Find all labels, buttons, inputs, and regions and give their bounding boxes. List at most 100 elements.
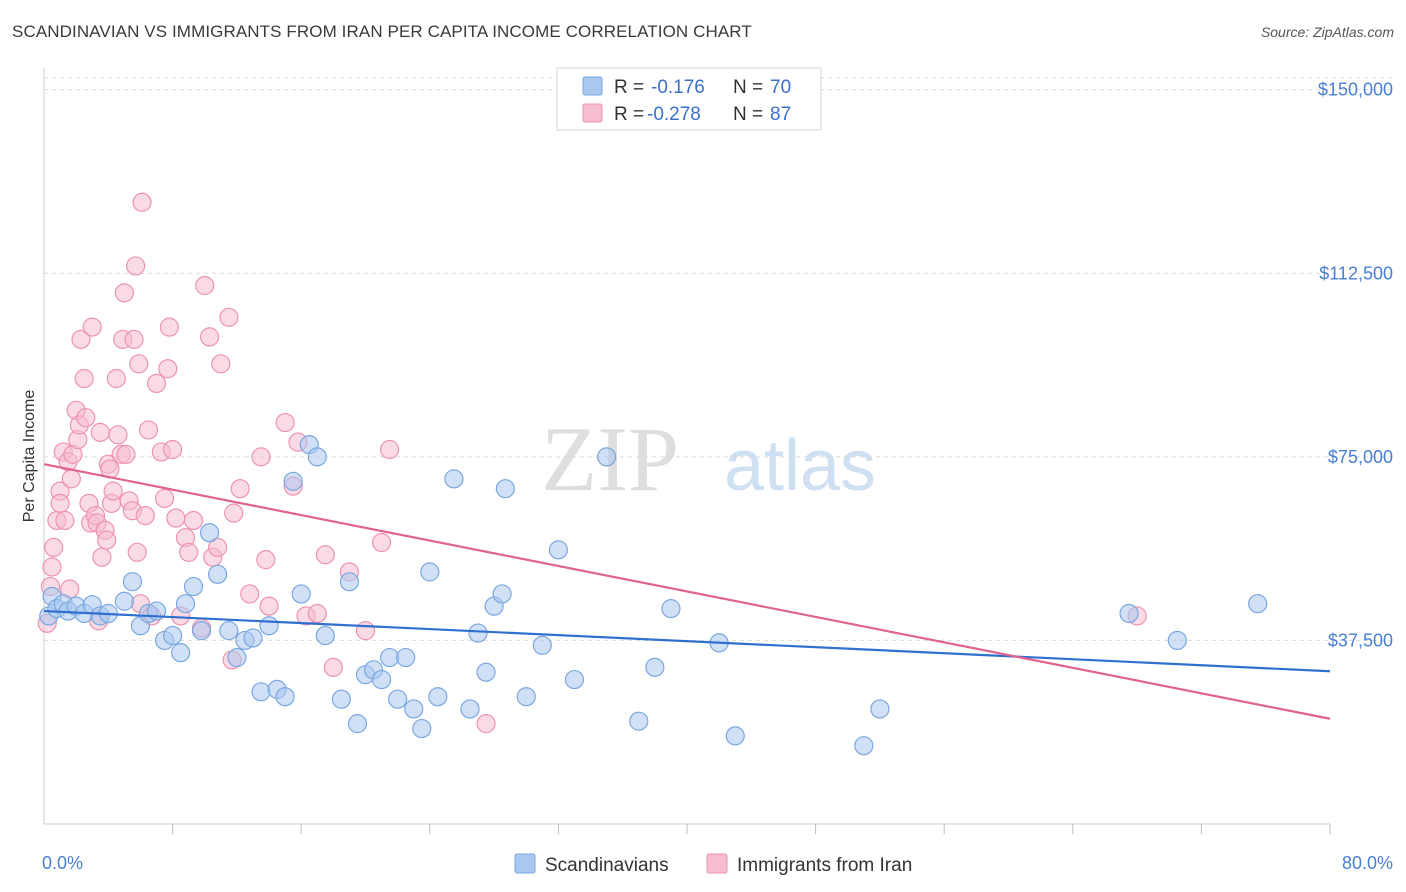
x-tick-labels: 0.0% 80.0%: [42, 853, 1393, 873]
point-iran-17: [74, 368, 94, 389]
point-scandinavians-70: [1248, 594, 1268, 614]
point-scandinavians-41: [371, 669, 392, 690]
point-scandinavians-52: [476, 662, 496, 682]
y-tick-label-2: $75,000: [1328, 447, 1393, 467]
point-iran-62: [195, 275, 215, 296]
point-iran-59: [179, 542, 199, 562]
point-scandinavians-28: [259, 616, 279, 636]
y-tick-label-0: $150,000: [1318, 80, 1393, 100]
point-scandinavians-37: [339, 572, 360, 592]
point-iran-16: [71, 329, 91, 349]
point-scandinavians-23: [219, 621, 239, 641]
point-scandinavians-31: [283, 471, 303, 491]
point-scandinavians-67: [870, 699, 890, 719]
legend-swatch-pink: [582, 103, 603, 123]
point-scandinavians-60: [597, 447, 617, 467]
series-legend: Scandinavians Immigrants from Iran: [514, 853, 912, 876]
point-iran-6: [50, 493, 70, 513]
point-scandinavians-45: [404, 699, 424, 719]
point-iran-32: [103, 481, 123, 501]
point-iran-25: [90, 422, 110, 442]
point-iran-56: [166, 508, 186, 528]
point-scandinavians-48: [428, 687, 448, 707]
legend-r-value-2: -0.278: [647, 104, 701, 125]
bottom-legend-swatch-iran: [706, 853, 728, 874]
axes: [43, 68, 1331, 834]
point-scandinavians-35: [315, 625, 335, 646]
point-iran-11: [61, 469, 81, 489]
point-iran-41: [124, 329, 144, 349]
point-scandinavians-65: [725, 726, 745, 746]
point-iran-21: [82, 317, 102, 337]
point-scandinavians-16: [163, 625, 183, 646]
point-iran-71: [240, 584, 260, 604]
point-scandinavians-21: [199, 523, 220, 543]
point-iran-73: [256, 550, 276, 570]
point-scandinavians-17: [171, 643, 191, 663]
point-iran-55: [163, 439, 183, 460]
point-scandinavians-49: [444, 469, 464, 489]
point-iran-79: [307, 603, 327, 624]
point-scandinavians-56: [516, 687, 536, 707]
trend-line-scandinavians: [43, 609, 1331, 673]
point-scandinavians-34: [307, 447, 327, 467]
point-iran-34: [108, 425, 128, 445]
legend-swatch-blue: [582, 76, 603, 96]
point-iran-37: [114, 283, 134, 303]
trend-line-iran: [43, 463, 1331, 720]
point-iran-80: [315, 545, 335, 565]
point-scandinavians-19: [183, 576, 204, 597]
point-scandinavians-24: [227, 647, 247, 668]
point-iran-48: [138, 420, 159, 440]
point-iran-44: [129, 354, 149, 374]
x-tick-label-max: 80.0%: [1342, 853, 1393, 873]
point-iran-52: [154, 488, 175, 509]
point-iran-50: [146, 373, 167, 394]
point-scandinavians-18: [175, 594, 196, 614]
point-scandinavians-57: [532, 635, 552, 655]
point-iran-84: [371, 532, 392, 553]
point-iran-42: [126, 256, 146, 276]
correlation-legend: R = -0.176 N = 70 R = -0.278 N = 87: [556, 67, 822, 131]
bottom-legend-iran: Immigrants from Iran: [737, 855, 912, 876]
legend-r-value-1: -0.176: [651, 77, 705, 98]
point-iran-63: [199, 327, 220, 347]
point-iran-65: [208, 537, 228, 558]
point-scandinavians-55: [495, 479, 515, 499]
point-scandinavians-22: [208, 564, 228, 584]
legend-r-label-2: R =: [614, 104, 644, 125]
point-iran-72: [251, 447, 271, 467]
point-iran-53: [158, 359, 178, 379]
chart-title: SCANDINAVIAN VS IMMIGRANTS FROM IRAN PER…: [12, 22, 752, 41]
source-label: Source: ZipAtlas.com: [1260, 24, 1394, 40]
gridlines: [44, 77, 1395, 641]
point-iran-3: [44, 537, 64, 558]
point-scandinavians-43: [388, 689, 408, 709]
point-scandinavians-27: [251, 682, 271, 702]
point-scandinavians-46: [412, 718, 432, 739]
point-scandinavians-62: [645, 657, 665, 677]
point-iran-26: [92, 547, 112, 567]
point-iran-38: [116, 444, 136, 464]
point-scandinavians-32: [291, 584, 311, 604]
point-iran-66: [211, 354, 231, 374]
point-scandinavians-26: [243, 628, 263, 648]
point-scandinavians-66: [854, 736, 874, 756]
watermark: ZIP atlas: [541, 408, 876, 510]
point-iran-8: [55, 510, 75, 531]
point-iran-2: [42, 557, 62, 577]
point-iran-33: [106, 368, 126, 389]
trend-lines: [43, 463, 1331, 720]
bottom-legend-scandinavians: Scandinavians: [545, 855, 669, 876]
x-tick-label-min: 0.0%: [42, 853, 83, 873]
point-iran-74: [259, 596, 279, 616]
point-iran-83: [355, 621, 376, 641]
bottom-legend-swatch-scandinavians: [514, 853, 536, 874]
point-scandinavians-54: [492, 584, 512, 604]
point-scandinavians-10: [114, 591, 134, 611]
point-scandinavians-68: [1119, 603, 1139, 624]
point-iran-86: [476, 714, 496, 734]
y-axis-label: Per Capita Income: [21, 390, 38, 523]
series-scandinavians-points: [39, 435, 1268, 756]
